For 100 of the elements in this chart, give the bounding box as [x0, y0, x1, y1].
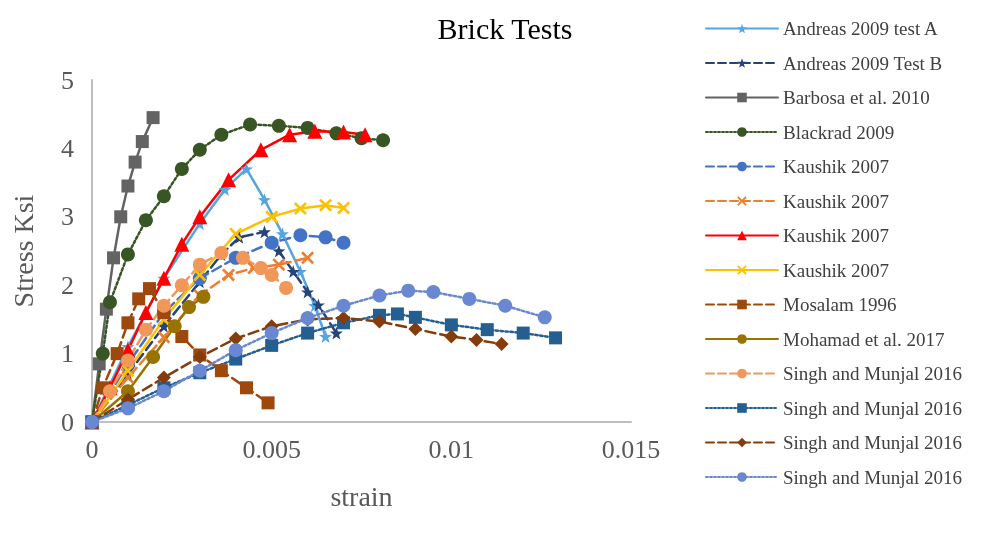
point [221, 172, 237, 188]
legend-label: Andreas 2009 test A [783, 18, 938, 39]
legend-label: Mohamad et al. 2017 [783, 328, 945, 350]
point [318, 230, 333, 245]
point [498, 298, 513, 313]
point [261, 396, 275, 410]
point [132, 292, 146, 306]
y-tick-label: 5 [61, 65, 74, 95]
point [462, 291, 477, 306]
point [444, 329, 459, 344]
legend-label: Mosalam 1996 [783, 294, 897, 315]
point [214, 127, 229, 142]
point [286, 265, 300, 279]
point [357, 127, 373, 143]
legend-label: Andreas 2009 Test B [783, 52, 943, 74]
point [390, 307, 404, 321]
point [243, 117, 258, 132]
legend-label: Kaushik 2007 [783, 259, 890, 281]
point [372, 314, 387, 329]
y-tick-label: 2 [61, 270, 74, 300]
point [257, 193, 271, 207]
point [228, 343, 243, 358]
point [156, 370, 171, 385]
point [146, 111, 160, 125]
point [265, 338, 279, 352]
point [444, 318, 458, 332]
point [138, 322, 153, 337]
point [264, 267, 279, 282]
point [272, 244, 286, 258]
point [265, 210, 279, 224]
point [271, 118, 286, 133]
point [372, 288, 387, 303]
point [264, 235, 279, 250]
point [156, 189, 171, 204]
point [336, 235, 351, 250]
point [275, 227, 289, 241]
point [336, 124, 352, 140]
point [156, 298, 171, 313]
point [175, 330, 189, 343]
x-tick-label: 0.01 [428, 434, 475, 464]
legend-label: Kaushik 2007 [783, 190, 890, 212]
point [329, 326, 343, 340]
point [192, 142, 207, 157]
y-tick-label: 1 [61, 339, 74, 369]
point [167, 319, 182, 334]
point [537, 310, 552, 325]
point [174, 161, 189, 176]
point [319, 198, 333, 212]
point [264, 326, 279, 341]
point [222, 268, 236, 282]
legend-label: Kaushik 2007 [783, 225, 890, 246]
point [142, 282, 156, 296]
point [138, 213, 153, 228]
legend-label: Barbosa et al. 2010 [783, 87, 930, 108]
point [319, 330, 333, 343]
point [174, 278, 189, 293]
point [253, 261, 268, 276]
x-axis-title: strain [330, 480, 393, 512]
point [257, 225, 271, 239]
point [192, 209, 208, 225]
point [469, 332, 484, 347]
legend-label: Singh and Munjal 2016 [783, 466, 962, 488]
legend-label: Singh and Munjal 2016 [783, 363, 962, 384]
point [102, 295, 117, 310]
point [114, 210, 128, 224]
point [376, 133, 391, 148]
point [138, 305, 154, 321]
legend-label: Singh and Munjal 2016 [783, 432, 962, 453]
point [279, 280, 294, 295]
point [253, 142, 269, 158]
x-tick-label: 0 [85, 434, 99, 464]
legend-label: Blackrad 2009 [783, 121, 895, 143]
y-tick-label: 4 [61, 133, 74, 163]
x-tick-label: 0.015 [601, 434, 661, 464]
point [494, 337, 509, 352]
point [549, 331, 563, 345]
point [146, 350, 161, 365]
point [107, 251, 121, 265]
point [301, 285, 315, 299]
point [272, 258, 286, 272]
point [307, 123, 323, 139]
point [336, 298, 351, 313]
legend-label: Singh and Munjal 2016 [783, 397, 962, 419]
point [120, 247, 135, 262]
point [110, 347, 124, 361]
point [480, 323, 494, 337]
point [293, 202, 307, 216]
point [235, 250, 250, 265]
point [214, 364, 228, 378]
chart-title: Brick Tests [437, 11, 573, 45]
point [426, 285, 441, 300]
point [337, 201, 351, 215]
y-tick-label: 0 [61, 407, 74, 437]
point [95, 346, 110, 361]
point [128, 155, 142, 169]
point [401, 283, 416, 298]
point [293, 228, 308, 243]
point [282, 127, 298, 143]
point [156, 384, 171, 399]
point [121, 316, 135, 330]
